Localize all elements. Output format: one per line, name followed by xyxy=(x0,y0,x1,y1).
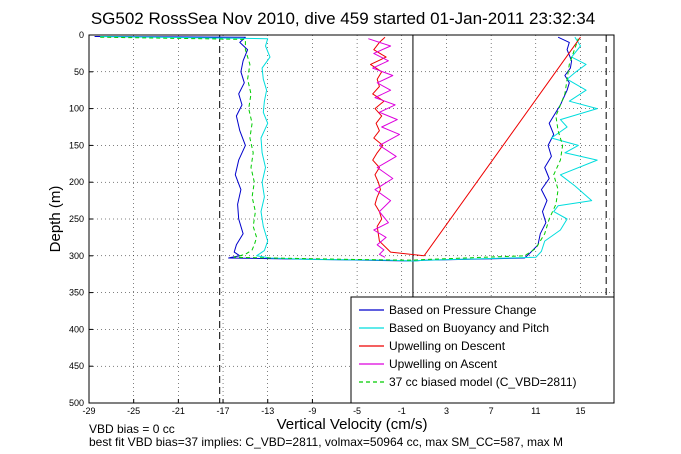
data-series xyxy=(94,36,598,262)
legend-label: Based on Buoyancy and Pitch xyxy=(389,321,549,335)
legend-label: Upwelling on Descent xyxy=(389,339,506,353)
footer-vbd-bias: VBD bias = 0 cc xyxy=(89,422,175,436)
y-tick-label: 150 xyxy=(69,140,84,150)
legend: Based on Pressure Change Based on Buoyanc… xyxy=(350,296,615,404)
y-tick-label: 450 xyxy=(69,361,84,371)
legend-label: Based on Pressure Change xyxy=(389,303,537,317)
y-tick-label: 300 xyxy=(69,251,84,261)
footer-best-fit: best fit VBD bias=37 implies: C_VBD=2811… xyxy=(89,435,563,449)
y-tick-label: 400 xyxy=(69,324,84,334)
x-tick-label: -1 xyxy=(398,406,406,416)
legend-box xyxy=(350,296,615,404)
x-tick-label: -13 xyxy=(261,406,274,416)
legend-label: 37 cc biased model (C_VBD=2811) xyxy=(389,375,577,389)
x-tick-label: -29 xyxy=(82,406,95,416)
y-axis-ticks: 0 50 100 150 200 250 300 350 400 450 500 xyxy=(69,30,93,408)
y-tick-label: 350 xyxy=(69,288,84,298)
series-line-based-on-pressure-change xyxy=(94,36,573,262)
y-axis-label: Depth (m) xyxy=(47,186,64,253)
grid-lines xyxy=(88,34,614,404)
y-tick-label: 500 xyxy=(69,398,84,408)
y-tick-label: 200 xyxy=(69,177,84,187)
x-tick-label: -5 xyxy=(353,406,361,416)
x-tick-label: 15 xyxy=(575,406,585,416)
series-line-37-cc-biased-model-c-vbd-2811 xyxy=(100,36,579,261)
series-line-upwelling-on-ascent xyxy=(368,38,400,258)
x-tick-label: 7 xyxy=(489,406,494,416)
chart-title: SG502 RossSea Nov 2010, dive 459 started… xyxy=(91,9,595,28)
y-tick-label: 0 xyxy=(79,30,84,40)
x-tick-label: -9 xyxy=(308,406,316,416)
y-tick-label: 50 xyxy=(74,67,84,77)
x-tick-label: -25 xyxy=(127,406,140,416)
x-tick-label: -17 xyxy=(217,406,230,416)
y-tick-label: 100 xyxy=(69,104,84,114)
x-axis-label: Vertical Velocity (cm/s) xyxy=(277,416,428,433)
series-line-based-on-buoyancy-and-pitch xyxy=(100,36,598,262)
x-tick-label: -21 xyxy=(172,406,185,416)
x-tick-label: 11 xyxy=(531,406,540,416)
legend-label: Upwelling on Ascent xyxy=(389,357,498,371)
x-tick-label: 3 xyxy=(444,406,449,416)
y-tick-label: 250 xyxy=(69,214,84,224)
